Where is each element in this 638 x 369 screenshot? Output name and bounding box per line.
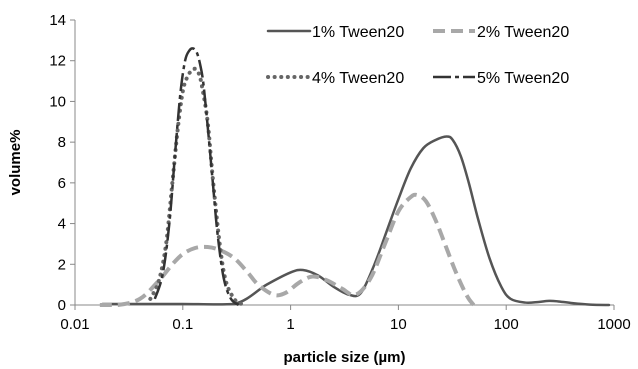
legend: 1% Tween20 2% Tween20 4% Tween20 5% Tween20 (266, 24, 569, 87)
y-tick-label: 4 (58, 216, 66, 233)
series-4pct-tween20-legend-label: 4% Tween20 (312, 70, 404, 87)
x-tick-label: 0.1 (172, 316, 193, 333)
series-5pct-tween20-line (153, 47, 240, 307)
x-tick-label: 1000 (597, 316, 630, 333)
y-tick-label: 0 (58, 297, 66, 314)
x-tick-label: 1 (286, 316, 294, 333)
y-tick-label: 10 (49, 93, 66, 110)
x-tick-label: 0.01 (60, 316, 89, 333)
series-2pct-tween20-line (99, 192, 476, 307)
y-tick-label: 14 (49, 12, 66, 29)
y-tick-label: 12 (49, 53, 66, 70)
series-2pct-tween20-legend-label: 2% Tween20 (477, 24, 569, 41)
axes: 0 2 4 6 8 10 12 14 0.01 0.1 1 10 100 1000 (49, 12, 630, 333)
y-tick-label: 2 (58, 256, 66, 273)
y-axis-title: volume% (7, 130, 24, 196)
series-lines (99, 47, 611, 307)
y-tick-label: 6 (58, 175, 66, 192)
series-1pct-tween20-line (101, 135, 611, 307)
x-axis-title: particle size (µm) (283, 349, 405, 366)
series-1pct-tween20-legend-label: 1% Tween20 (312, 24, 404, 41)
y-tick-label: 8 (58, 134, 66, 151)
x-tick-label: 100 (494, 316, 519, 333)
series-5pct-tween20-legend-label: 5% Tween20 (477, 70, 569, 87)
x-tick-label: 10 (390, 316, 407, 333)
